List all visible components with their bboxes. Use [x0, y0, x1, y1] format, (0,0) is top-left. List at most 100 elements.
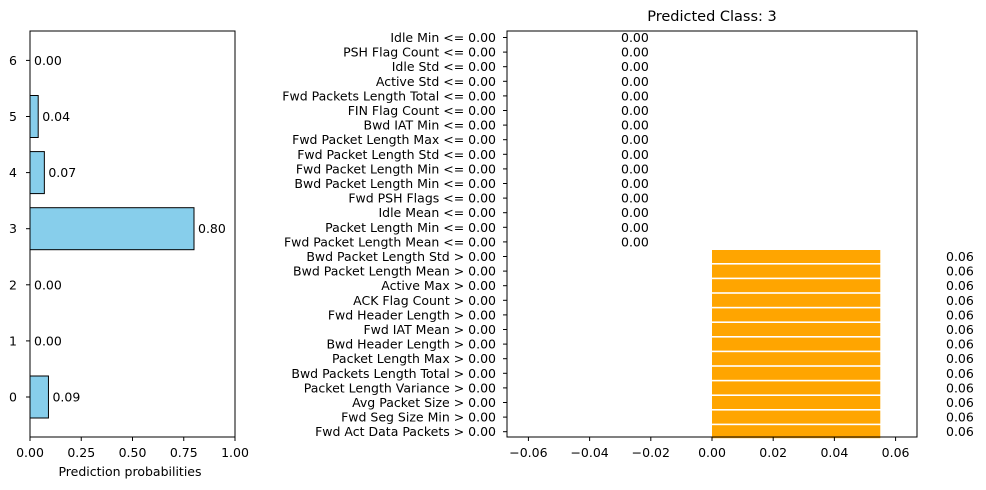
- class-tick-label: 1: [9, 333, 17, 348]
- probability-value-label: 0.80: [198, 221, 226, 236]
- contribution-bar: [712, 352, 881, 366]
- contribution-value-label: 0.06: [946, 366, 974, 381]
- contribution-value-label: 0.00: [621, 220, 649, 235]
- contribution-value-label: 0.00: [621, 103, 649, 118]
- chart-title: Predicted Class: 3: [647, 9, 777, 25]
- contribution-value-label: 0.06: [946, 351, 974, 366]
- contribution-value-label: 0.00: [621, 59, 649, 74]
- feature-tick-label: Fwd IAT Mean > 0.00: [363, 322, 496, 337]
- class-tick-label: 2: [9, 277, 17, 292]
- feature-tick-label: Fwd Packets Length Total <= 0.00: [282, 88, 496, 103]
- contribution-bar: [712, 410, 881, 424]
- prediction-probabilities-chart: 0.09 0.00 0.00 0.80 0.07 0.04 0.00 0 1 2 3 4 5 6 0.0…: [9, 30, 249, 479]
- contribution-value-label: 0.06: [946, 380, 974, 395]
- feature-tick-label: Avg Packet Size > 0.00: [352, 395, 496, 410]
- probability-bar: [29, 95, 39, 138]
- contribution-tick-label: −0.06: [509, 445, 547, 460]
- contribution-value-label: 0.06: [946, 410, 974, 425]
- feature-tick-label: Fwd Packet Length Std <= 0.00: [297, 147, 496, 162]
- contribution-value-label: 0.06: [946, 424, 974, 439]
- class-tick-label: 4: [9, 165, 17, 180]
- class-tick-label: 6: [9, 53, 17, 68]
- feature-tick-label: Active Max > 0.00: [381, 278, 496, 293]
- contribution-value-label: 0.06: [946, 395, 974, 410]
- contribution-bar: [712, 264, 881, 278]
- contribution-bar: [712, 396, 881, 409]
- feature-tick-label: PSH Flag Count <= 0.00: [343, 45, 496, 60]
- probability-value-label: 0.04: [42, 109, 70, 124]
- contribution-tick-label: −0.04: [570, 445, 608, 460]
- contribution-value-label: 0.00: [621, 118, 649, 133]
- feature-tick-label: FIN Flag Count <= 0.00: [348, 103, 496, 118]
- feature-tick-label: Active Std <= 0.00: [376, 74, 496, 89]
- feature-tick-label: Idle Min <= 0.00: [390, 30, 496, 45]
- contribution-value-label: 0.06: [946, 278, 974, 293]
- contribution-value-label: 0.06: [946, 249, 974, 264]
- contribution-bar: [712, 366, 881, 380]
- class-tick-label: 3: [9, 221, 17, 236]
- contribution-value-label: 0.00: [621, 132, 649, 147]
- probability-value-label: 0.07: [48, 165, 76, 180]
- feature-tick-label: Fwd Packet Length Mean <= 0.00: [284, 234, 496, 249]
- contribution-tick-label: 0.04: [820, 445, 848, 460]
- feature-tick-label: Fwd Packet Length Max <= 0.00: [292, 132, 496, 147]
- probability-axis-ticks: 0.00 0.25 0.50 0.75 1.00: [16, 437, 249, 460]
- class-tick-label: 0: [9, 390, 17, 405]
- probability-value-label: 0.00: [34, 53, 62, 68]
- feature-tick-label: Bwd IAT Min <= 0.00: [364, 118, 497, 133]
- feature-tick-label: Packet Length Variance > 0.00: [304, 380, 496, 395]
- feature-tick-label: Packet Length Max > 0.00: [332, 351, 496, 366]
- feature-tick-label: Bwd Packet Length Std > 0.00: [306, 249, 496, 264]
- probability-tick-label: 0.50: [119, 445, 147, 460]
- probability-tick-label: 0.00: [16, 445, 44, 460]
- contribution-value-label: 0.00: [621, 161, 649, 176]
- probability-value-labels: 0.09 0.00 0.00 0.80 0.07 0.04 0.00: [34, 53, 226, 405]
- contribution-bar: [712, 293, 881, 307]
- feature-tick-label: Fwd Seg Size Min > 0.00: [341, 410, 496, 425]
- contribution-bars: [712, 250, 881, 439]
- feature-tick-label: Idle Mean <= 0.00: [378, 205, 496, 220]
- contribution-tick-label: 0.06: [882, 445, 910, 460]
- probability-bar: [29, 151, 45, 195]
- probability-value-label: 0.00: [34, 277, 62, 292]
- contribution-value-label: 0.00: [621, 205, 649, 220]
- probability-tick-label: 1.00: [221, 445, 249, 460]
- contribution-plot-frame: [506, 30, 918, 438]
- contribution-value-label: 0.00: [621, 74, 649, 89]
- probability-value-label: 0.09: [52, 390, 80, 405]
- contribution-bar: [712, 323, 881, 336]
- feature-tick-label: Bwd Packet Length Min <= 0.00: [294, 176, 496, 191]
- probability-bar: [29, 207, 195, 251]
- contribution-bar: [712, 337, 881, 351]
- contribution-value-label: 0.00: [621, 45, 649, 60]
- feature-tick-label: Fwd PSH Flags <= 0.00: [348, 191, 496, 206]
- feature-tick-label: Packet Length Min <= 0.00: [325, 220, 496, 235]
- feature-tick-label: Idle Std <= 0.00: [392, 59, 496, 74]
- contribution-tick-label: −0.02: [632, 445, 670, 460]
- contribution-bar: [712, 381, 881, 395]
- probability-plot-frame: [29, 30, 236, 438]
- feature-tick-label: Bwd Packets Length Total > 0.00: [291, 366, 496, 381]
- feature-tick-label: Fwd Packet Length Min <= 0.00: [296, 161, 496, 176]
- contribution-bar: [712, 279, 881, 293]
- contribution-value-label: 0.00: [621, 88, 649, 103]
- contribution-value-label: 0.06: [946, 322, 974, 337]
- contribution-bar: [712, 250, 881, 263]
- feature-tick-label: Fwd Act Data Packets > 0.00: [315, 424, 496, 439]
- probability-axis-label: Prediction probabilities: [58, 464, 201, 479]
- probability-tick-label: 0.75: [170, 445, 198, 460]
- contribution-value-label: 0.00: [621, 234, 649, 249]
- contribution-value-label: 0.06: [946, 307, 974, 322]
- feature-tick-label: Bwd Packet Length Mean > 0.00: [293, 264, 496, 279]
- contribution-value-label: 0.00: [621, 191, 649, 206]
- contribution-tick-label: 0.02: [759, 445, 787, 460]
- contribution-value-label: 0.06: [946, 293, 974, 308]
- feature-tick-label: Fwd Header Length > 0.00: [328, 307, 496, 322]
- contribution-value-labels: 0.000.000.000.000.000.000.000.000.000.00…: [621, 30, 974, 439]
- probability-tick-label: 0.25: [67, 445, 95, 460]
- contribution-bar: [712, 308, 881, 322]
- contribution-value-label: 0.00: [621, 30, 649, 45]
- probability-value-label: 0.00: [34, 333, 62, 348]
